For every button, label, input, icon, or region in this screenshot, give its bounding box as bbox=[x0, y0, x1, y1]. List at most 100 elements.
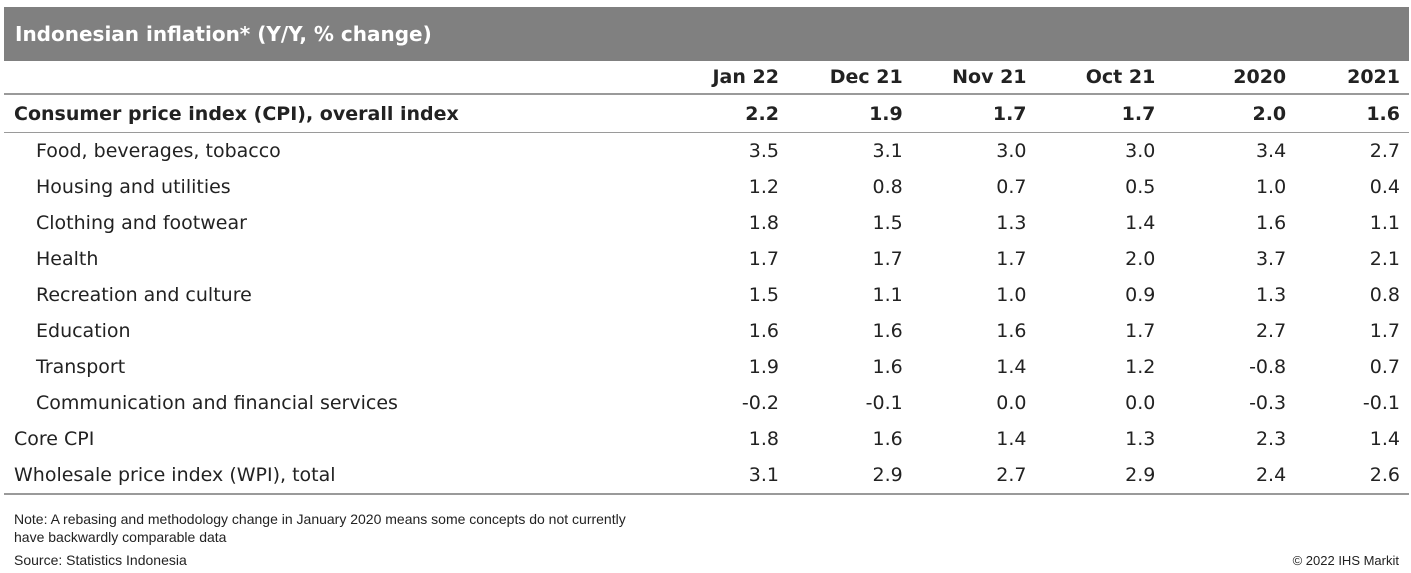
table-cell: 2.9 bbox=[778, 457, 903, 495]
table-cell: 1.4 bbox=[996, 356, 1027, 378]
header-row: Jan 22 Dec 21 Nov 21 Oct 21 2020 2021 bbox=[4, 61, 1409, 95]
table-row: Wholesale price index (WPI), total 3.1 2.9… bbox=[4, 457, 1409, 495]
table-cell: 3.1 bbox=[872, 140, 903, 162]
table-cell: 2.1 bbox=[1369, 248, 1400, 270]
table-cell: 3.0 bbox=[996, 140, 1027, 162]
row-label: Consumer price index (CPI), overall inde… bbox=[4, 94, 649, 133]
table-cell: 2.3 bbox=[1255, 428, 1287, 450]
table-cell: -0.1 bbox=[865, 392, 903, 414]
table-cell: 1.2 bbox=[748, 176, 779, 198]
table-cell: 1.9 bbox=[748, 356, 779, 378]
column-header-nov21: Nov 21 bbox=[902, 61, 1027, 95]
table-cell: 1.6 bbox=[1255, 212, 1287, 234]
table-cell: 1.7 bbox=[996, 248, 1027, 270]
table-row: Education 1.6 1.6 1.6 1.7 2.7 1.7 bbox=[4, 313, 1409, 349]
row-label: Transport bbox=[36, 356, 126, 378]
table-cell: 1.6 bbox=[872, 356, 903, 378]
table-cell: 2.0 bbox=[1125, 248, 1156, 270]
table-cell: 1.9 bbox=[778, 94, 903, 133]
table-cell: 0.0 bbox=[996, 392, 1027, 414]
table-cell: 1.5 bbox=[748, 284, 779, 306]
column-header-dec21: Dec 21 bbox=[778, 61, 903, 95]
table-cell: 1.6 bbox=[872, 320, 903, 342]
table-cell: 1.4 bbox=[1369, 428, 1400, 450]
table-cell: 0.7 bbox=[1369, 356, 1400, 378]
table-cell: 1.1 bbox=[1369, 212, 1400, 234]
table-cell: 0.8 bbox=[872, 176, 903, 198]
table-cell: 1.7 bbox=[1369, 320, 1400, 342]
table-cell: 1.4 bbox=[996, 428, 1027, 450]
table-cell: 1.1 bbox=[872, 284, 903, 306]
table-cell: 1.0 bbox=[996, 284, 1027, 306]
table-cell: 1.7 bbox=[872, 248, 903, 270]
row-label: Health bbox=[36, 248, 99, 270]
header-blank bbox=[4, 61, 649, 95]
table-cell: 2.4 bbox=[1155, 457, 1287, 495]
table-row: Food, beverages, tobacco 3.5 3.1 3.0 3.0 3.4 2… bbox=[4, 133, 1409, 170]
table-cell: 1.5 bbox=[872, 212, 903, 234]
table-cell: 0.0 bbox=[1125, 392, 1156, 414]
table-cell: -0.8 bbox=[1249, 356, 1287, 378]
row-label: Recreation and culture bbox=[36, 284, 252, 306]
column-header-oct21: Oct 21 bbox=[1026, 61, 1156, 95]
table-cell: -0.1 bbox=[1362, 392, 1400, 414]
table-row: Recreation and culture 1.5 1.1 1.0 0.9 1.3 0.8 bbox=[4, 277, 1409, 313]
row-label: Education bbox=[36, 320, 131, 342]
table-cell: 2.2 bbox=[648, 94, 779, 133]
table-cell: 1.6 bbox=[872, 428, 903, 450]
table-cell: 3.7 bbox=[1255, 248, 1287, 270]
table-cell: 3.4 bbox=[1255, 140, 1287, 162]
table-cell: 1.7 bbox=[902, 94, 1027, 133]
table-cell: 1.6 bbox=[1286, 94, 1409, 133]
table-cell: 0.5 bbox=[1125, 176, 1156, 198]
column-header-jan22: Jan 22 bbox=[648, 61, 779, 95]
table-row: Consumer price index (CPI), overall inde… bbox=[4, 94, 1409, 133]
table-cell: 2.7 bbox=[1255, 320, 1287, 342]
table-cell: 1.6 bbox=[996, 320, 1027, 342]
row-label: Clothing and footwear bbox=[36, 212, 247, 234]
table-cell: 1.4 bbox=[1125, 212, 1156, 234]
column-header-2020: 2020 bbox=[1155, 61, 1287, 95]
row-label: Housing and utilities bbox=[36, 176, 231, 198]
inflation-table: Jan 22 Dec 21 Nov 21 Oct 21 2020 2021 Co… bbox=[4, 61, 1409, 495]
row-label: Core CPI bbox=[14, 428, 95, 450]
table-row: Transport 1.9 1.6 1.4 1.2 -0.8 0.7 bbox=[4, 349, 1409, 385]
table-cell: 0.4 bbox=[1369, 176, 1400, 198]
table-cell: 1.7 bbox=[1026, 94, 1156, 133]
table-cell: 3.0 bbox=[1125, 140, 1156, 162]
copyright-text: © 2022 IHS Markit bbox=[1292, 553, 1399, 568]
row-label: Communication and financial services bbox=[36, 392, 398, 414]
table-cell: 1.6 bbox=[748, 320, 779, 342]
table-cell: 3.1 bbox=[648, 457, 779, 495]
table-row: Housing and utilities 1.2 0.8 0.7 0.5 1.0 0.4 bbox=[4, 169, 1409, 205]
table-row: Health 1.7 1.7 1.7 2.0 3.7 2.1 bbox=[4, 241, 1409, 277]
table-cell: 1.2 bbox=[1125, 356, 1156, 378]
table-cell: 0.7 bbox=[996, 176, 1027, 198]
table-cell: 1.8 bbox=[748, 428, 779, 450]
table-cell: 1.7 bbox=[1125, 320, 1156, 342]
table-cell: 1.7 bbox=[748, 248, 779, 270]
table-cell: 2.7 bbox=[1369, 140, 1400, 162]
table-row: Communication and financial services -0.2… bbox=[4, 385, 1409, 421]
table-row: Clothing and footwear 1.8 1.5 1.3 1.4 1.6 1.1 bbox=[4, 205, 1409, 241]
table-cell: 1.3 bbox=[996, 212, 1027, 234]
table-cell: 0.9 bbox=[1125, 284, 1156, 306]
row-label: Wholesale price index (WPI), total bbox=[4, 457, 649, 495]
table-cell: 1.8 bbox=[748, 212, 779, 234]
table-cell: 1.3 bbox=[1125, 428, 1156, 450]
table-row: Core CPI 1.8 1.6 1.4 1.3 2.3 1.4 bbox=[4, 421, 1409, 457]
table-cell: 2.9 bbox=[1026, 457, 1156, 495]
table-title: Indonesian inflation* (Y/Y, % change) bbox=[4, 7, 1409, 61]
table-cell: 2.7 bbox=[902, 457, 1027, 495]
table-cell: 0.8 bbox=[1369, 284, 1400, 306]
table-cell: 2.0 bbox=[1155, 94, 1287, 133]
table-cell: 3.5 bbox=[748, 140, 779, 162]
table-note: Note: A rebasing and methodology change … bbox=[14, 511, 626, 545]
source-text: Source: Statistics Indonesia bbox=[14, 552, 187, 568]
table-cell: -0.2 bbox=[741, 392, 779, 414]
row-label: Food, beverages, tobacco bbox=[36, 140, 281, 162]
table-cell: 1.3 bbox=[1255, 284, 1287, 306]
table-cell: -0.3 bbox=[1249, 392, 1287, 414]
column-header-2021: 2021 bbox=[1286, 61, 1409, 95]
table-cell: 1.0 bbox=[1255, 176, 1287, 198]
